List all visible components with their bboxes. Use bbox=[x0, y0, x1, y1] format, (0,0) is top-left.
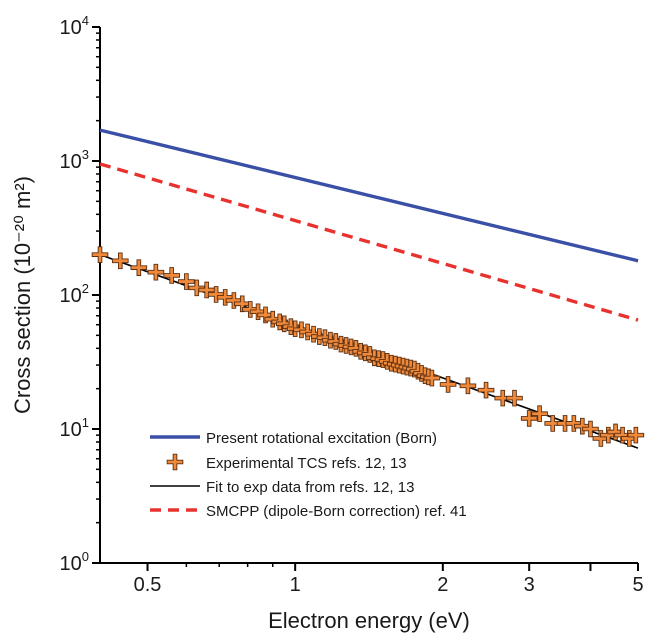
data-point bbox=[133, 262, 145, 274]
legend-label: SMCPP (dipole-Born correction) ref. 41 bbox=[206, 503, 467, 520]
legend-label: Present rotational excitation (Born) bbox=[206, 430, 437, 447]
y-tick-base: 10 bbox=[60, 419, 82, 441]
x-tick-label: 3 bbox=[524, 574, 535, 596]
x-tick-label: 0.5 bbox=[134, 574, 162, 596]
y-tick-base: 10 bbox=[60, 553, 82, 575]
y-tick-label: 103 bbox=[60, 147, 89, 173]
y-tick-exponent: 2 bbox=[82, 281, 89, 296]
x-tick-label: 2 bbox=[437, 574, 448, 596]
legend-marker bbox=[169, 456, 181, 468]
x-axis-label: Electron energy (eV) bbox=[268, 608, 470, 633]
y-axis-label: Cross section (10⁻²⁰ m²) bbox=[10, 176, 35, 414]
legend-label: Fit to exp data from refs. 12, 13 bbox=[206, 479, 414, 496]
y-tick-exponent: 4 bbox=[82, 13, 89, 28]
x-tick-label: 1 bbox=[290, 574, 301, 596]
legend: Present rotational excitation (Born) Expe… bbox=[150, 430, 467, 520]
y-tick-label: 104 bbox=[60, 13, 89, 39]
y-tick-exponent: 0 bbox=[82, 549, 89, 564]
y-tick-base: 10 bbox=[60, 285, 82, 307]
experimental-markers bbox=[94, 249, 642, 445]
x-tick-label: 5 bbox=[632, 574, 643, 596]
y-tick-label: 100 bbox=[60, 549, 89, 575]
data-point bbox=[114, 255, 126, 267]
y-tick-label: 101 bbox=[60, 415, 89, 441]
y-tick-exponent: 1 bbox=[82, 415, 89, 430]
data-point bbox=[462, 380, 474, 392]
series-layer bbox=[94, 130, 642, 448]
data-point bbox=[94, 249, 106, 261]
y-tick-exponent: 3 bbox=[82, 147, 89, 162]
y-tick-base: 10 bbox=[60, 17, 82, 39]
y-tick-label: 102 bbox=[60, 281, 89, 307]
data-point bbox=[442, 378, 454, 390]
y-tick-base: 10 bbox=[60, 151, 82, 173]
legend-label: Experimental TCS refs. 12, 13 bbox=[206, 455, 407, 472]
